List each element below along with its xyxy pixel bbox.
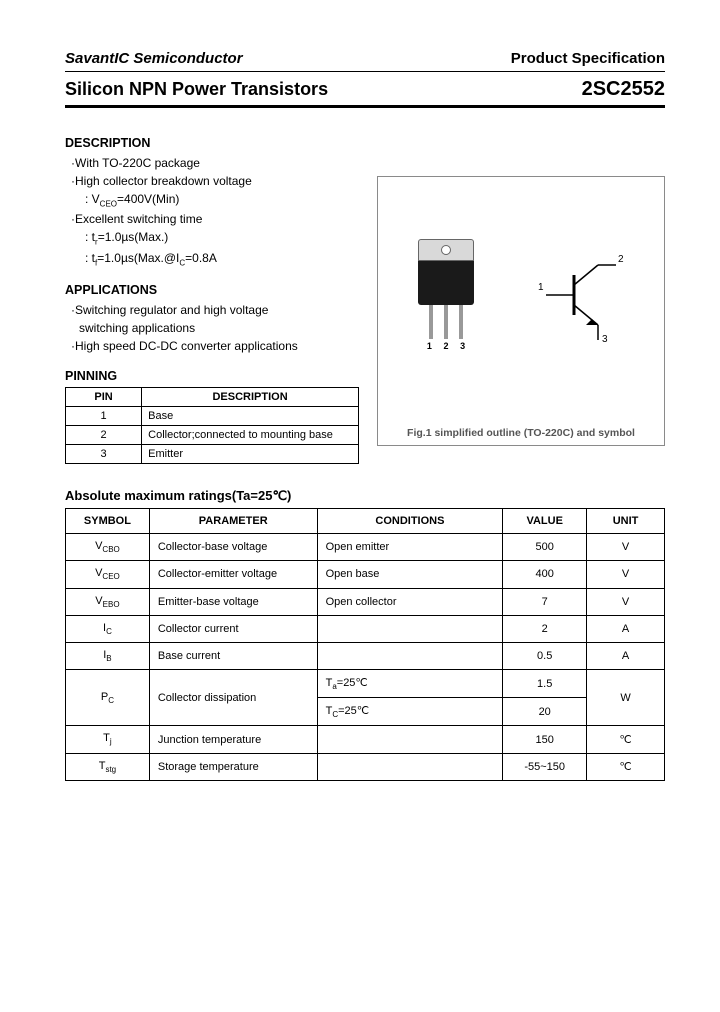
- table-row: VCBO Collector-base voltage Open emitter…: [66, 534, 665, 561]
- applications-heading: APPLICATIONS: [65, 283, 359, 297]
- col-header: CONDITIONS: [317, 509, 503, 534]
- ratings-table: SYMBOL PARAMETER CONDITIONS VALUE UNIT V…: [65, 508, 665, 781]
- figure-caption: Fig.1 simplified outline (TO-220C) and s…: [378, 427, 664, 439]
- svg-text:1: 1: [538, 282, 544, 293]
- table-row: VCEO Collector-emitter voltage Open base…: [66, 561, 665, 588]
- table-row: IC Collector current 2 A: [66, 615, 665, 642]
- pinning-heading: PINNING: [65, 369, 359, 383]
- table-row: PC Collector dissipation Ta=25℃ 1.5 W: [66, 670, 665, 698]
- ratings-title: Absolute maximum ratings(Ta=25℃): [65, 488, 665, 504]
- desc-line: : VCEO=400V(Min): [85, 190, 359, 210]
- desc-line: ·High collector breakdown voltage: [71, 172, 359, 190]
- pin-col-header: DESCRIPTION: [142, 388, 359, 407]
- pin-col-header: PIN: [66, 388, 142, 407]
- divider-thick: [65, 105, 665, 108]
- col-header: SYMBOL: [66, 509, 150, 534]
- package-outline-icon: 1 2 3: [416, 239, 476, 351]
- table-row: IB Base current 0.5 A: [66, 642, 665, 669]
- transistor-symbol-icon: 1 2 3: [536, 240, 626, 350]
- col-header: VALUE: [503, 509, 587, 534]
- table-row: Tj Junction temperature 150 ℃: [66, 726, 665, 753]
- table-row: VEBO Emitter-base voltage Open collector…: [66, 588, 665, 615]
- desc-line: : tf=1.0µs(Max.@IC=0.8A: [85, 249, 359, 269]
- svg-text:2: 2: [618, 254, 624, 265]
- part-number: 2SC2552: [582, 78, 665, 101]
- col-header: UNIT: [587, 509, 665, 534]
- figure-box: 1 2 3 1 2 3 Fig.1: [377, 176, 665, 446]
- desc-line: ·With TO-220C package: [71, 154, 359, 172]
- app-line: switching applications: [79, 319, 359, 337]
- app-line: ·Switching regulator and high voltage: [71, 301, 359, 319]
- table-row: 2 Collector;connected to mounting base: [66, 426, 359, 445]
- spec-label: Product Specification: [511, 50, 665, 67]
- svg-text:3: 3: [602, 334, 608, 345]
- table-row: 1 Base: [66, 407, 359, 426]
- col-header: PARAMETER: [149, 509, 317, 534]
- app-line: ·High speed DC-DC converter applications: [71, 337, 359, 355]
- desc-line: : tr=1.0µs(Max.): [85, 228, 359, 248]
- pinning-table: PIN DESCRIPTION 1 Base 2 Collector;conne…: [65, 387, 359, 464]
- product-title: Silicon NPN Power Transistors: [65, 79, 328, 100]
- table-row: 3 Emitter: [66, 445, 359, 464]
- desc-line: ·Excellent switching time: [71, 210, 359, 228]
- table-row: Tstg Storage temperature -55~150 ℃: [66, 753, 665, 780]
- description-heading: DESCRIPTION: [65, 136, 359, 150]
- divider: [65, 71, 665, 72]
- company-name: SavantIC Semiconductor: [65, 50, 243, 67]
